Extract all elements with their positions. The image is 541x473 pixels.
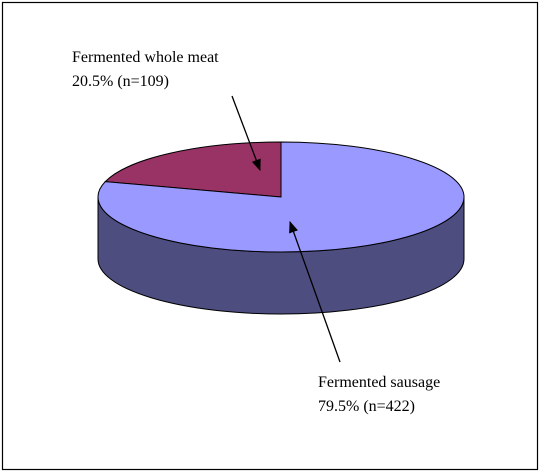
pie-slice xyxy=(97,141,465,253)
slice-label: Fermented whole meat xyxy=(72,49,219,66)
pie xyxy=(97,141,465,315)
slice-value-label: 79.5% (n=422) xyxy=(318,398,415,415)
pie-slice xyxy=(104,141,282,198)
leader-arrow xyxy=(289,220,341,363)
leader-arrow xyxy=(231,95,261,172)
slice-value-label: 20.5% (n=109) xyxy=(72,73,169,90)
slice-label: Fermented sausage xyxy=(318,374,440,391)
